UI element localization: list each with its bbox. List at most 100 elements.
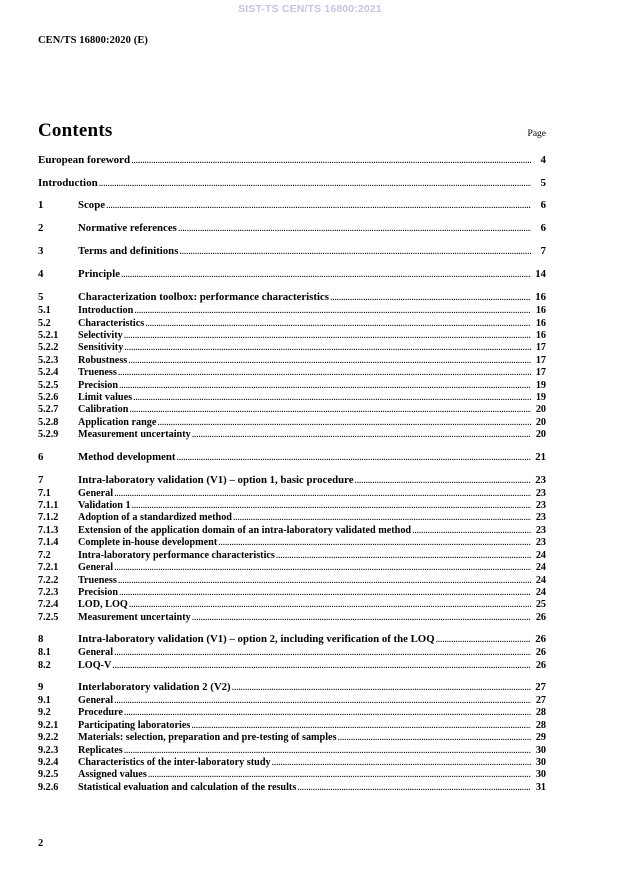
toc-entry-number: 7.1 bbox=[38, 487, 51, 499]
toc-entry-page: 26 bbox=[535, 633, 546, 646]
toc-dot-leader bbox=[119, 588, 531, 599]
toc-entry-number: 5.2.4 bbox=[38, 367, 59, 379]
toc-entry-number: 7.2 bbox=[38, 549, 51, 561]
toc-entry[interactable]: 9.2 Procedure 28 bbox=[38, 708, 546, 720]
toc-entry[interactable]: 9.2.2 Materials: selection, preparation a… bbox=[38, 732, 546, 745]
toc-entry-number: 5.2.5 bbox=[38, 379, 59, 391]
toc-entry-page: 26 bbox=[535, 611, 546, 623]
toc-entry[interactable]: 6 Method development 21 bbox=[38, 450, 546, 466]
toc-entry[interactable]: 5.2 Characteristics 16 bbox=[38, 318, 546, 331]
toc-entry-page: 16 bbox=[535, 291, 546, 304]
toc-dot-leader bbox=[218, 538, 531, 549]
toc-entry[interactable]: 7.1.1 Validation 1 23 bbox=[38, 500, 546, 513]
toc-entry[interactable]: 9.2.6 Statistical evaluation and calculat… bbox=[38, 782, 546, 795]
toc-entry-number: 5.2.7 bbox=[38, 404, 59, 416]
toc-entry-label: Precision bbox=[78, 586, 118, 598]
toc-entry-page: 26 bbox=[535, 659, 546, 671]
toc-entry[interactable]: 4 Principle 14 bbox=[38, 268, 546, 283]
toc-entry[interactable]: 7.2.4 LOD, LOQ 25 bbox=[38, 600, 546, 612]
toc-dot-leader bbox=[114, 648, 531, 659]
toc-dot-leader bbox=[178, 224, 531, 235]
toc-entry-page: 20 bbox=[535, 404, 546, 416]
toc-dot-leader bbox=[132, 501, 531, 512]
toc-entry-label: Characteristics of the inter-laboratory … bbox=[78, 756, 271, 768]
table-of-contents: European foreword4Introduction 51Scope6 2… bbox=[38, 154, 547, 795]
toc-entry[interactable]: 5.2.8 Application range 20 bbox=[38, 417, 546, 430]
toc-dot-leader bbox=[272, 758, 531, 769]
toc-entry[interactable]: 9.2.1 Participating laboratories 28 bbox=[38, 720, 546, 733]
toc-entry[interactable]: 5.2.4 Trueness 17 bbox=[38, 367, 546, 380]
toc-entry[interactable]: 5.2.5 Precision 19 bbox=[38, 379, 546, 393]
toc-dot-leader bbox=[118, 368, 531, 379]
toc-entry[interactable]: 8.1 General 26 bbox=[38, 647, 546, 660]
toc-entry[interactable]: 3 Terms and definitions 7 bbox=[38, 245, 546, 260]
toc-entry[interactable]: 9.2.5 Assigned values 30 bbox=[38, 770, 546, 782]
toc-entry[interactable]: 7.2.3 Precision 24 bbox=[38, 586, 546, 600]
toc-dot-leader bbox=[157, 418, 531, 429]
toc-entry-page: 19 bbox=[535, 379, 546, 391]
toc-entry[interactable]: 8 Intra-laboratory validation (V1) – opti… bbox=[38, 633, 546, 648]
toc-entry[interactable]: 1 Scope 6 bbox=[38, 199, 546, 214]
toc-entry[interactable]: 5.2.6 Limit values 19 bbox=[38, 392, 546, 405]
toc-entry-number: 5 bbox=[38, 291, 44, 304]
toc-entry-label: Limit values bbox=[78, 392, 133, 404]
toc-dot-leader bbox=[436, 635, 531, 646]
toc-entry-label: General bbox=[78, 487, 114, 499]
toc-dot-leader bbox=[233, 513, 531, 524]
toc-entry[interactable]: European foreword 4 bbox=[38, 154, 547, 178]
toc-entry[interactable]: 5.2.1 Selectivity 16 bbox=[38, 330, 546, 343]
toc-entry[interactable]: 8.2 LOQ-V 26 bbox=[38, 659, 546, 673]
toc-entry[interactable]: 5.2.2 Sensitivity 17 bbox=[38, 343, 546, 355]
toc-entry[interactable]: 9.2.4 Characteristics of the inter-labora… bbox=[38, 756, 546, 770]
toc-entry[interactable]: Introduction 5 bbox=[38, 177, 546, 201]
toc-entry-label: LOD, LOQ bbox=[78, 599, 128, 611]
toc-entry[interactable]: 7.2.2 Trueness 24 bbox=[38, 575, 546, 588]
toc-entry-number: 9.2.3 bbox=[38, 744, 59, 756]
toc-entry[interactable]: 2 Normative references 6 bbox=[38, 222, 546, 237]
toc-entry[interactable]: 9 Interlaboratory validation 2 (V2) 27 bbox=[38, 681, 546, 696]
toc-entry-page: 25 bbox=[535, 599, 546, 611]
toc-entry-page: 23 bbox=[535, 487, 546, 499]
toc-entry[interactable]: 7.1.4 Complete in-house development 23 bbox=[38, 537, 546, 550]
toc-entry-number: 9.2.5 bbox=[38, 769, 59, 781]
toc-entry-label: Replicates bbox=[78, 744, 123, 756]
toc-entry[interactable]: 7 Intra-laboratory validation (V1) – opti… bbox=[38, 474, 546, 489]
running-head: CEN/TS 16800:2020 (E) bbox=[38, 35, 149, 46]
toc-entry-number: 9.2.2 bbox=[38, 732, 59, 744]
toc-dot-leader bbox=[176, 453, 531, 464]
toc-entry[interactable]: 7.2.5 Measurement uncertainty 26 bbox=[38, 611, 546, 625]
toc-entry-page: 17 bbox=[535, 367, 546, 379]
toc-entry-number: 5.1 bbox=[38, 305, 51, 317]
toc-entry-number: 3 bbox=[38, 245, 44, 258]
toc-entry-label: Robustness bbox=[78, 354, 128, 366]
toc-entry-number: 7.2.4 bbox=[38, 599, 59, 611]
toc-entry[interactable]: 5.2.9 Measurement uncertainty 20 bbox=[38, 429, 546, 442]
toc-entry-label: General bbox=[78, 694, 114, 706]
toc-entry[interactable]: 7.2.1 General 24 bbox=[38, 562, 546, 575]
toc-entry-label: General bbox=[78, 647, 114, 659]
toc-entry-page: 6 bbox=[540, 222, 546, 235]
toc-dot-leader bbox=[191, 721, 531, 732]
toc-entry-label: Principle bbox=[78, 268, 120, 281]
toc-dot-leader bbox=[276, 551, 531, 562]
toc-entry[interactable]: 5.2.7 Calibration 20 bbox=[38, 405, 546, 417]
toc-entry-number: 5.2.6 bbox=[38, 392, 59, 404]
toc-entry-number: 4 bbox=[38, 268, 44, 281]
toc-entry[interactable]: 7.1.3 Extension of the application domain… bbox=[38, 525, 546, 538]
toc-entry-page: 27 bbox=[535, 694, 546, 706]
toc-entry-page: 16 bbox=[535, 305, 546, 317]
toc-entry-page: 4 bbox=[540, 154, 547, 166]
toc-entry[interactable]: 7.1.2 Adoption of a standardized method 23 bbox=[38, 513, 546, 525]
toc-entry[interactable]: 5 Characterization toolbox: performance c… bbox=[38, 291, 546, 306]
toc-entry-page: 21 bbox=[535, 450, 546, 463]
toc-entry[interactable]: 5.1 Introduction 16 bbox=[38, 305, 546, 318]
toc-entry[interactable]: 9.2.3 Replicates 30 bbox=[38, 744, 546, 758]
toc-entry[interactable]: 7.2 Intra-laboratory performance characte… bbox=[38, 549, 546, 563]
toc-entry[interactable]: 7.1 General 23 bbox=[38, 487, 546, 501]
toc-dot-leader bbox=[145, 319, 531, 330]
toc-entry-number: 5.2.1 bbox=[38, 330, 59, 342]
toc-entry[interactable]: 5.2.3 Robustness 17 bbox=[38, 354, 546, 368]
toc-entry[interactable]: 9.1 General 27 bbox=[38, 694, 546, 708]
toc-entry-number: 8 bbox=[38, 633, 44, 646]
toc-dot-leader bbox=[114, 489, 531, 500]
